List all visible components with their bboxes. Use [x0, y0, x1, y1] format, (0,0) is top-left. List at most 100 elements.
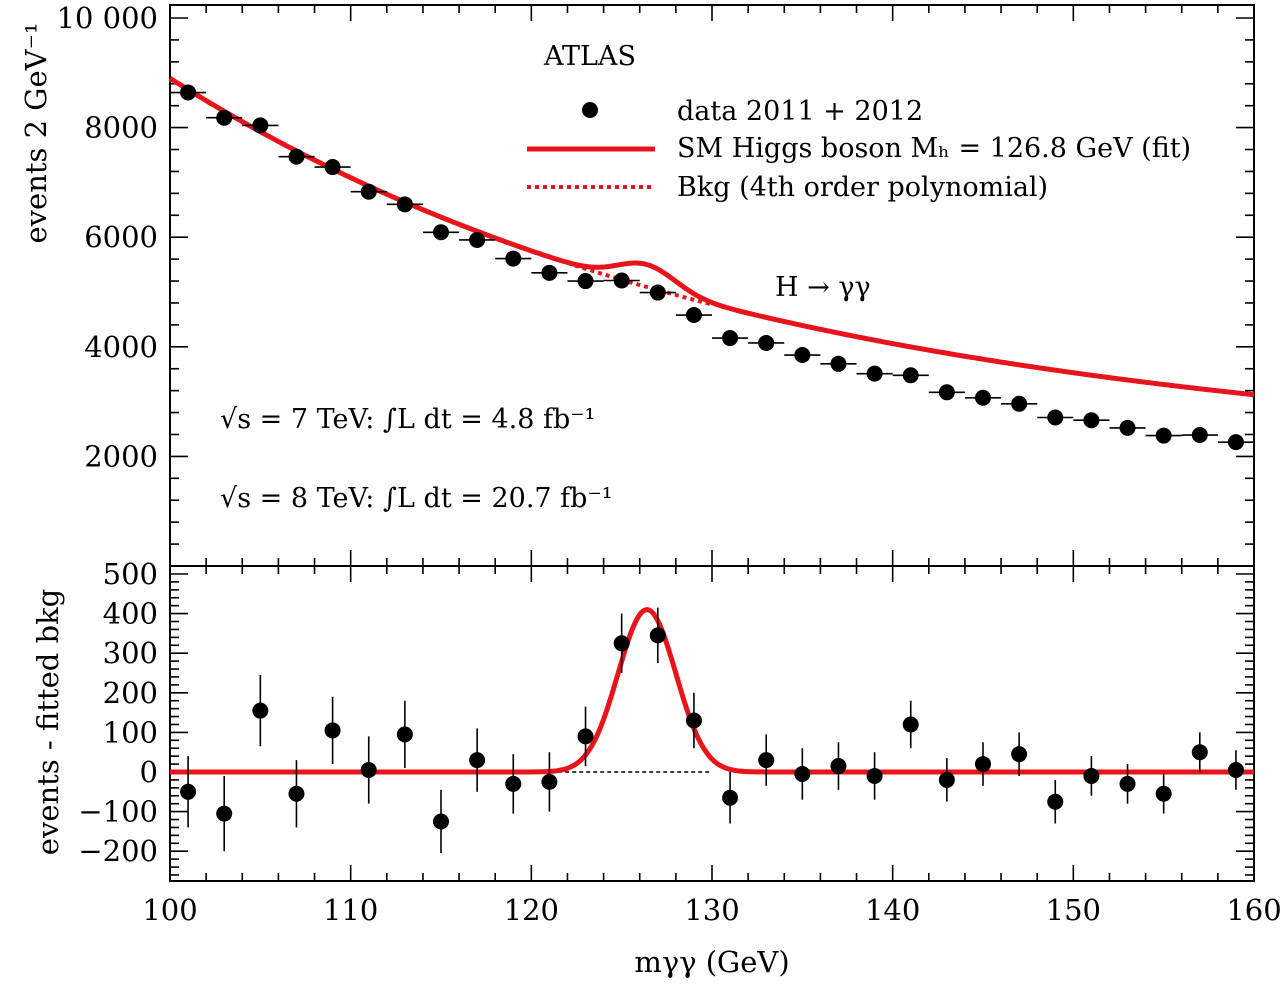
bottom-data-point [794, 765, 811, 782]
legend-label-bkg: Bkg (4th order polynomial) [677, 172, 1048, 203]
top-y-tick-label: 2000 [84, 439, 158, 473]
bottom-data-point [649, 627, 666, 644]
bottom-data-point [1119, 775, 1136, 792]
bottom-y-tick-label: 300 [103, 636, 158, 670]
top-data-point [1227, 434, 1244, 451]
legend-label-data: data 2011 + 2012 [677, 96, 923, 127]
top-y-tick-label: 6000 [84, 220, 158, 254]
bottom-data-point [975, 756, 991, 773]
bottom-y-tick-label: 500 [103, 557, 158, 591]
bottom-data-point [577, 728, 594, 745]
top-y-axis-title: events 2 GeV⁻¹ [19, 22, 53, 243]
top-data-point [758, 334, 775, 351]
bottom-data-point [866, 767, 883, 784]
top-data-points [170, 84, 1254, 451]
top-y-tick-labels: 10 000 8000 6000 4000 2000 [57, 1, 158, 473]
top-data-point [830, 355, 847, 372]
x-tick-label: 130 [684, 893, 739, 927]
bottom-data-point [1011, 746, 1028, 763]
bottom-data-point [902, 716, 919, 733]
tick-marks [169, 5, 1255, 881]
top-data-point [396, 196, 413, 213]
bottom-data-point [1155, 785, 1172, 802]
top-data-point [685, 307, 702, 324]
bottom-data-point [1227, 762, 1244, 779]
chart-title: ATLAS [543, 41, 636, 72]
x-tick-labels: 100 110 120 130 140 150 160 [142, 893, 1280, 927]
top-data-point [216, 109, 233, 126]
bottom-data-point [216, 805, 233, 822]
x-tick-label: 140 [865, 893, 920, 927]
bottom-y-tick-label: −100 [78, 795, 158, 829]
bottom-signal-curve [170, 607, 1254, 775]
bottom-data-point [613, 635, 630, 652]
top-data-point [1083, 412, 1100, 429]
legend: data 2011 + 2012 SM Higgs boson Mₕ = 126… [527, 96, 1191, 203]
lumi-7tev-annotation: √s = 7 TeV: ∫L dt = 4.8 fb⁻¹ [220, 404, 595, 435]
channel-annotation: H → γγ [775, 272, 871, 303]
top-data-point [288, 148, 305, 165]
top-y-tick-label: 4000 [84, 330, 158, 364]
background-fit-curve [566, 261, 713, 307]
top-data-point [433, 224, 449, 241]
top-data-point [1191, 427, 1208, 444]
bottom-data-point [830, 758, 847, 775]
top-y-tick-label: 10 000 [57, 1, 158, 35]
bottom-data-point [180, 783, 197, 800]
bottom-y-tick-labels: 500 400 300 200 100 0 −100 −200 [78, 557, 158, 868]
bottom-y-axis-title: events - fitted bkg [31, 589, 65, 855]
top-data-point [1011, 395, 1028, 412]
top-data-point [360, 183, 377, 200]
bottom-y-tick-label: 200 [103, 676, 158, 710]
legend-data-marker [582, 102, 598, 118]
top-data-point [938, 384, 955, 401]
top-data-point [1047, 409, 1064, 426]
bottom-data-point [252, 702, 269, 719]
lumi-8tev-annotation: √s = 8 TeV: ∫L dt = 20.7 fb⁻¹ [220, 483, 613, 514]
top-y-tick-label: 8000 [84, 111, 158, 145]
top-data-point [252, 117, 269, 134]
bottom-data-point [360, 762, 377, 779]
bottom-y-tick-label: 0 [140, 755, 158, 789]
bottom-data-point [288, 785, 305, 802]
bottom-data-point [541, 773, 558, 790]
top-data-point [1155, 427, 1172, 444]
top-data-point [794, 347, 811, 364]
top-data-point [324, 159, 341, 176]
top-panel-frame [169, 4, 1255, 567]
bottom-data-point [1047, 793, 1064, 810]
bottom-data-point [469, 752, 486, 769]
bottom-data-point [1083, 767, 1100, 784]
x-axis-title: mγγ (GeV) [634, 945, 789, 979]
top-data-point [866, 365, 883, 382]
top-data-point [577, 273, 594, 290]
bottom-data-point [396, 726, 413, 743]
bottom-y-tick-label: −200 [78, 834, 158, 868]
bottom-data-point [1191, 744, 1208, 761]
signal-plus-background-curve [168, 76, 1255, 398]
bottom-data-points [180, 607, 1244, 854]
bottom-y-tick-label: 400 [103, 597, 158, 631]
top-data-point [541, 264, 558, 281]
x-tick-label: 110 [323, 893, 378, 927]
top-data-point [469, 231, 486, 248]
x-tick-label: 160 [1226, 893, 1280, 927]
legend-label-signal: SM Higgs boson Mₕ = 126.8 GeV (fit) [677, 133, 1191, 164]
x-tick-label: 100 [142, 893, 197, 927]
bottom-data-point [938, 771, 955, 788]
bottom-data-point [722, 789, 739, 806]
top-data-point [649, 284, 666, 301]
bottom-data-point [758, 752, 775, 769]
top-data-point [180, 84, 197, 101]
bottom-y-tick-label: 100 [103, 715, 158, 749]
top-data-point [613, 272, 630, 289]
x-tick-label: 120 [504, 893, 559, 927]
top-data-point [1119, 419, 1136, 436]
top-data-point [722, 330, 739, 347]
top-data-point [505, 250, 522, 267]
bottom-data-point [433, 813, 449, 830]
bottom-data-point [324, 722, 341, 739]
top-data-point [902, 367, 919, 384]
bottom-data-point [685, 712, 702, 729]
